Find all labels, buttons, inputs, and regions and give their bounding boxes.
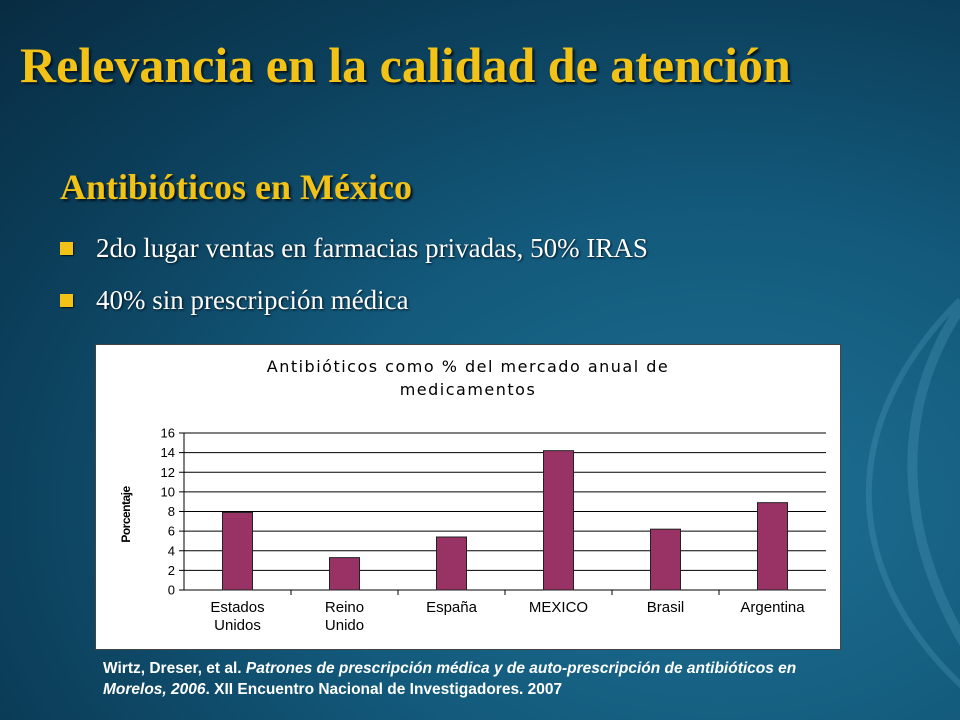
x-tick-label: Argentina (740, 599, 805, 616)
y-axis-label: Porcentaje (119, 485, 133, 542)
square-bullet-icon (60, 242, 73, 255)
slide-title: Relevancia en la calidad de atención (20, 37, 791, 93)
y-tick-label: 2 (168, 563, 175, 578)
bar (436, 536, 467, 591)
x-tick-label: Brasil (647, 599, 685, 616)
x-tick-label: Reino (325, 599, 364, 616)
bullet-text: 40% sin prescripción médica (96, 285, 409, 315)
square-bullet-icon (60, 294, 73, 307)
x-tick-label: Unidos (214, 617, 261, 634)
bar (222, 511, 253, 591)
bar (757, 502, 788, 591)
x-tick-label: MEXICO (529, 599, 588, 616)
y-tick-label: 14 (161, 445, 175, 460)
y-tick-label: 6 (168, 524, 175, 539)
y-tick-label: 12 (161, 465, 175, 480)
bar (650, 528, 681, 591)
y-tick-label: 10 (161, 484, 175, 499)
citation-work-title: Patrones de prescripción médica y de aut… (103, 660, 797, 698)
y-tick-label: 0 (168, 583, 175, 598)
y-tick-label: 8 (168, 504, 175, 519)
x-tick-label: Estados (210, 599, 264, 616)
bar (543, 450, 574, 591)
bullet-list: 2do lugar ventas en farmacias privadas, … (60, 228, 648, 332)
chart-title-line: medicamentos (400, 380, 537, 399)
chart-title-line: Antibióticos como % del mercado anual de (267, 357, 670, 376)
section-subtitle: Antibióticos en México (60, 167, 412, 207)
bullet-item: 2do lugar ventas en farmacias privadas, … (60, 228, 648, 280)
bar-chart-svg: Antibióticos como % del mercado anual de… (119, 357, 826, 634)
y-tick-label: 16 (161, 426, 175, 441)
x-tick-label: Unido (325, 617, 364, 634)
y-tick-label: 4 (168, 543, 175, 558)
bar (329, 557, 360, 591)
citation-authors: Wirtz, Dreser, et al. (103, 660, 246, 677)
bar-chart: Antibióticos como % del mercado anual de… (95, 344, 841, 650)
bullet-text: 2do lugar ventas en farmacias privadas, … (96, 233, 648, 263)
bullet-item: 40% sin prescripción médica (60, 280, 648, 332)
citation-rest: . XII Encuentro Nacional de Investigador… (205, 681, 563, 698)
citation: Wirtz, Dreser, et al. Patrones de prescr… (103, 658, 843, 700)
x-tick-label: España (426, 599, 478, 616)
